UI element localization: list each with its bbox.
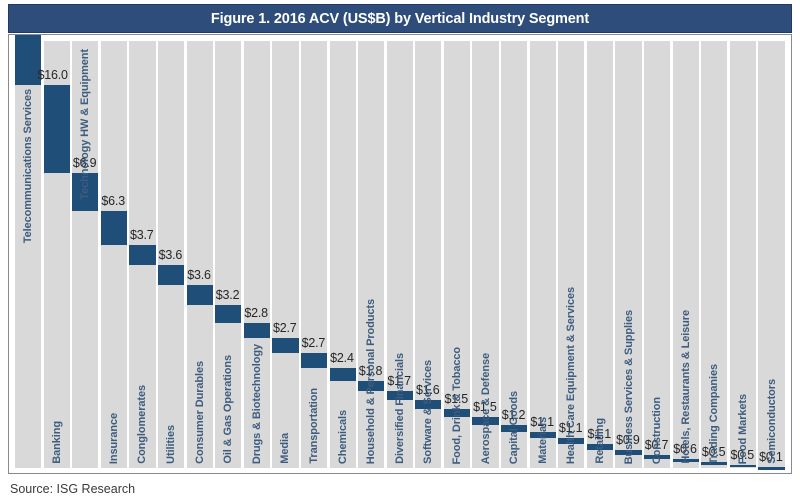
chart-bar[interactable] — [729, 464, 756, 468]
bar-value-label: $1.1 — [558, 420, 583, 435]
chart-bar[interactable] — [472, 416, 499, 426]
bar-value-label: $3.7 — [130, 228, 154, 243]
page-title: Figure 1. 2016 ACV (US$B) by Vertical In… — [210, 10, 590, 27]
bar-value-label: $6.3 — [101, 193, 125, 208]
bar-value-label: $16.0 — [37, 67, 68, 82]
chart-bar[interactable] — [329, 367, 356, 381]
bar-value-label: $1.8 — [358, 363, 383, 378]
chart-column-band — [358, 41, 385, 468]
chart-column-band — [415, 41, 442, 468]
chart-bar[interactable] — [15, 35, 42, 85]
chart-bar[interactable] — [272, 337, 299, 353]
chart-bar[interactable] — [129, 245, 156, 266]
chart-column-band — [272, 41, 299, 468]
chart-column-band — [501, 41, 528, 468]
bar-value-label: $1.2 — [501, 408, 526, 423]
chart-bar[interactable] — [215, 304, 242, 323]
chart-bar[interactable] — [157, 265, 185, 286]
chart-column-band — [701, 41, 728, 468]
bar-value-label: $1.6 — [415, 382, 440, 397]
chart-bar[interactable] — [443, 408, 471, 417]
chart-bar[interactable] — [358, 380, 385, 391]
bar-value-label: $2.8 — [244, 305, 268, 320]
chart-bar[interactable] — [43, 84, 70, 173]
chart-bar[interactable] — [701, 461, 728, 465]
bar-value-label: $0.7 — [644, 437, 669, 452]
chart-column-band — [329, 41, 356, 468]
chart-bar[interactable] — [586, 443, 614, 450]
bar-value-label: $0.1 — [759, 450, 783, 465]
chart-column-band — [100, 41, 127, 468]
chart-bar[interactable] — [72, 172, 99, 211]
chart-bar[interactable] — [186, 285, 213, 305]
chart-bar[interactable] — [672, 458, 699, 462]
chart-bar[interactable] — [529, 431, 556, 438]
chart-bar[interactable] — [644, 454, 671, 459]
bar-value-label: $3.2 — [215, 287, 240, 302]
source-note: Source: ISG Research — [10, 482, 136, 496]
bar-value-label: $2.4 — [330, 350, 354, 365]
chart-column-band — [72, 41, 99, 468]
bar-value-label: $6.9 — [72, 155, 97, 170]
bar-value-label: $0.5 — [701, 444, 726, 459]
bar-value-label: $1.1 — [530, 414, 554, 429]
bar-value-label: $1.5 — [473, 399, 497, 414]
chart-bar[interactable] — [386, 390, 413, 400]
bar-value-label: $1.7 — [387, 373, 411, 388]
chart-column-band — [758, 41, 785, 468]
chart-bar[interactable] — [243, 322, 270, 338]
chart-column-band — [558, 41, 585, 468]
chart-column-band — [529, 41, 556, 468]
chart-bar[interactable] — [415, 399, 442, 409]
plot-area: $21.0Telecommunications Services$16.0Ban… — [15, 35, 787, 470]
bar-value-label: $3.6 — [158, 248, 183, 263]
bar-value-label: $2.7 — [272, 320, 297, 335]
chart-bar[interactable] — [501, 425, 528, 432]
chart-column-band — [186, 41, 213, 468]
chart-column-band — [243, 41, 270, 468]
chart-bar[interactable] — [758, 467, 785, 470]
chart-column-band — [472, 41, 499, 468]
chart-column-band — [215, 41, 242, 468]
chart-column-band — [15, 41, 42, 468]
bar-value-label: $2.7 — [301, 335, 326, 350]
chart-column-band — [729, 41, 756, 468]
chart-column-band — [157, 41, 185, 468]
chart-bar[interactable] — [615, 449, 642, 455]
plot-frame: $21.0Telecommunications Services$16.0Ban… — [8, 34, 792, 474]
bar-value-label: $0.9 — [616, 432, 640, 447]
chart-column-band — [443, 41, 471, 468]
chart-column-band — [615, 41, 642, 468]
chart-bar[interactable] — [100, 210, 127, 246]
bar-value-label: $1.1 — [587, 426, 612, 441]
chart-column-band — [300, 41, 328, 468]
figure-title-bar: Figure 1. 2016 ACV (US$B) by Vertical In… — [8, 4, 792, 33]
bar-value-label: $0.5 — [730, 447, 754, 462]
chart-column-band — [672, 41, 699, 468]
chart-bar[interactable] — [558, 437, 585, 444]
chart-column-band — [586, 41, 614, 468]
bar-value-label: $3.6 — [187, 268, 211, 283]
chart-bar[interactable] — [300, 352, 328, 368]
bar-value-label: $1.5 — [444, 391, 469, 406]
bar-value-label: $0.6 — [673, 441, 697, 456]
chart-column-band — [644, 41, 671, 468]
